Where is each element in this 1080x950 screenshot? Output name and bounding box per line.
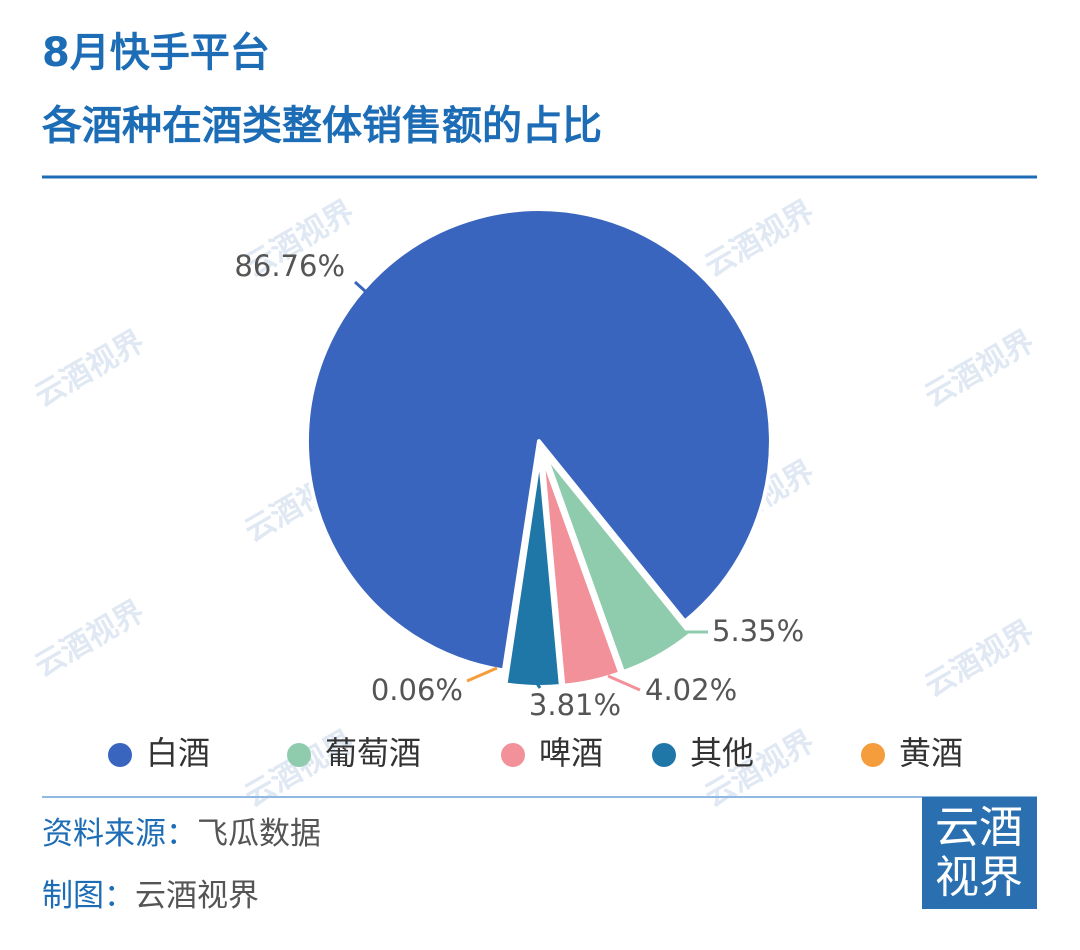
data-label: 4.02% xyxy=(645,673,737,707)
source-label: 资料来源： xyxy=(42,816,197,852)
source-value: 飞瓜数据 xyxy=(197,816,321,852)
logo-line-2: 视界 xyxy=(935,852,1023,903)
credit: 制图：云酒视界 xyxy=(42,878,259,914)
watermark: 云酒视界 xyxy=(29,594,150,684)
credit-value: 云酒视界 xyxy=(135,878,259,914)
pie-slice xyxy=(542,451,693,675)
leader-line xyxy=(607,674,641,692)
leader-line xyxy=(466,666,498,683)
credit-label: 制图： xyxy=(42,878,135,914)
data-label: 86.76% xyxy=(234,249,345,283)
leader-line xyxy=(353,280,377,302)
watermark: 云酒视界 xyxy=(919,614,1040,704)
source: 资料来源：飞瓜数据 xyxy=(42,816,321,852)
data-label: 3.81% xyxy=(529,688,621,722)
legend-label: 白酒 xyxy=(146,734,210,772)
legend: 白酒 葡萄酒 啤酒 其他 黄酒 xyxy=(108,734,963,772)
legend-label: 其他 xyxy=(690,734,754,772)
leader-line xyxy=(528,672,542,689)
watermark: 云酒视界 xyxy=(699,194,820,284)
logo-box xyxy=(922,797,1037,909)
legend-label: 啤酒 xyxy=(539,734,603,772)
legend-swatch xyxy=(287,743,311,767)
pie: 86.76% 5.35% 4.02% 3.81% 0.06% xyxy=(234,207,804,722)
logo-line-1: 云酒 xyxy=(935,802,1023,853)
data-label: 0.06% xyxy=(371,673,463,707)
title-line-2: 各酒种在酒类整体销售额的占比 xyxy=(42,103,602,149)
pie-slice xyxy=(501,452,541,687)
data-label: 5.35% xyxy=(712,614,804,648)
legend-label: 葡萄酒 xyxy=(325,734,421,772)
watermark: 云酒视界 xyxy=(919,324,1040,414)
legend-swatch xyxy=(108,743,132,767)
pie-slice xyxy=(540,452,623,688)
legend-swatch xyxy=(652,743,676,767)
legend-swatch xyxy=(501,743,525,767)
watermark: 云酒视界 xyxy=(29,324,150,414)
legend-swatch xyxy=(861,743,885,767)
pie-slice xyxy=(304,207,773,673)
legend-label: 黄酒 xyxy=(899,734,963,772)
title-line-1: 8月快手平台 xyxy=(42,30,270,76)
